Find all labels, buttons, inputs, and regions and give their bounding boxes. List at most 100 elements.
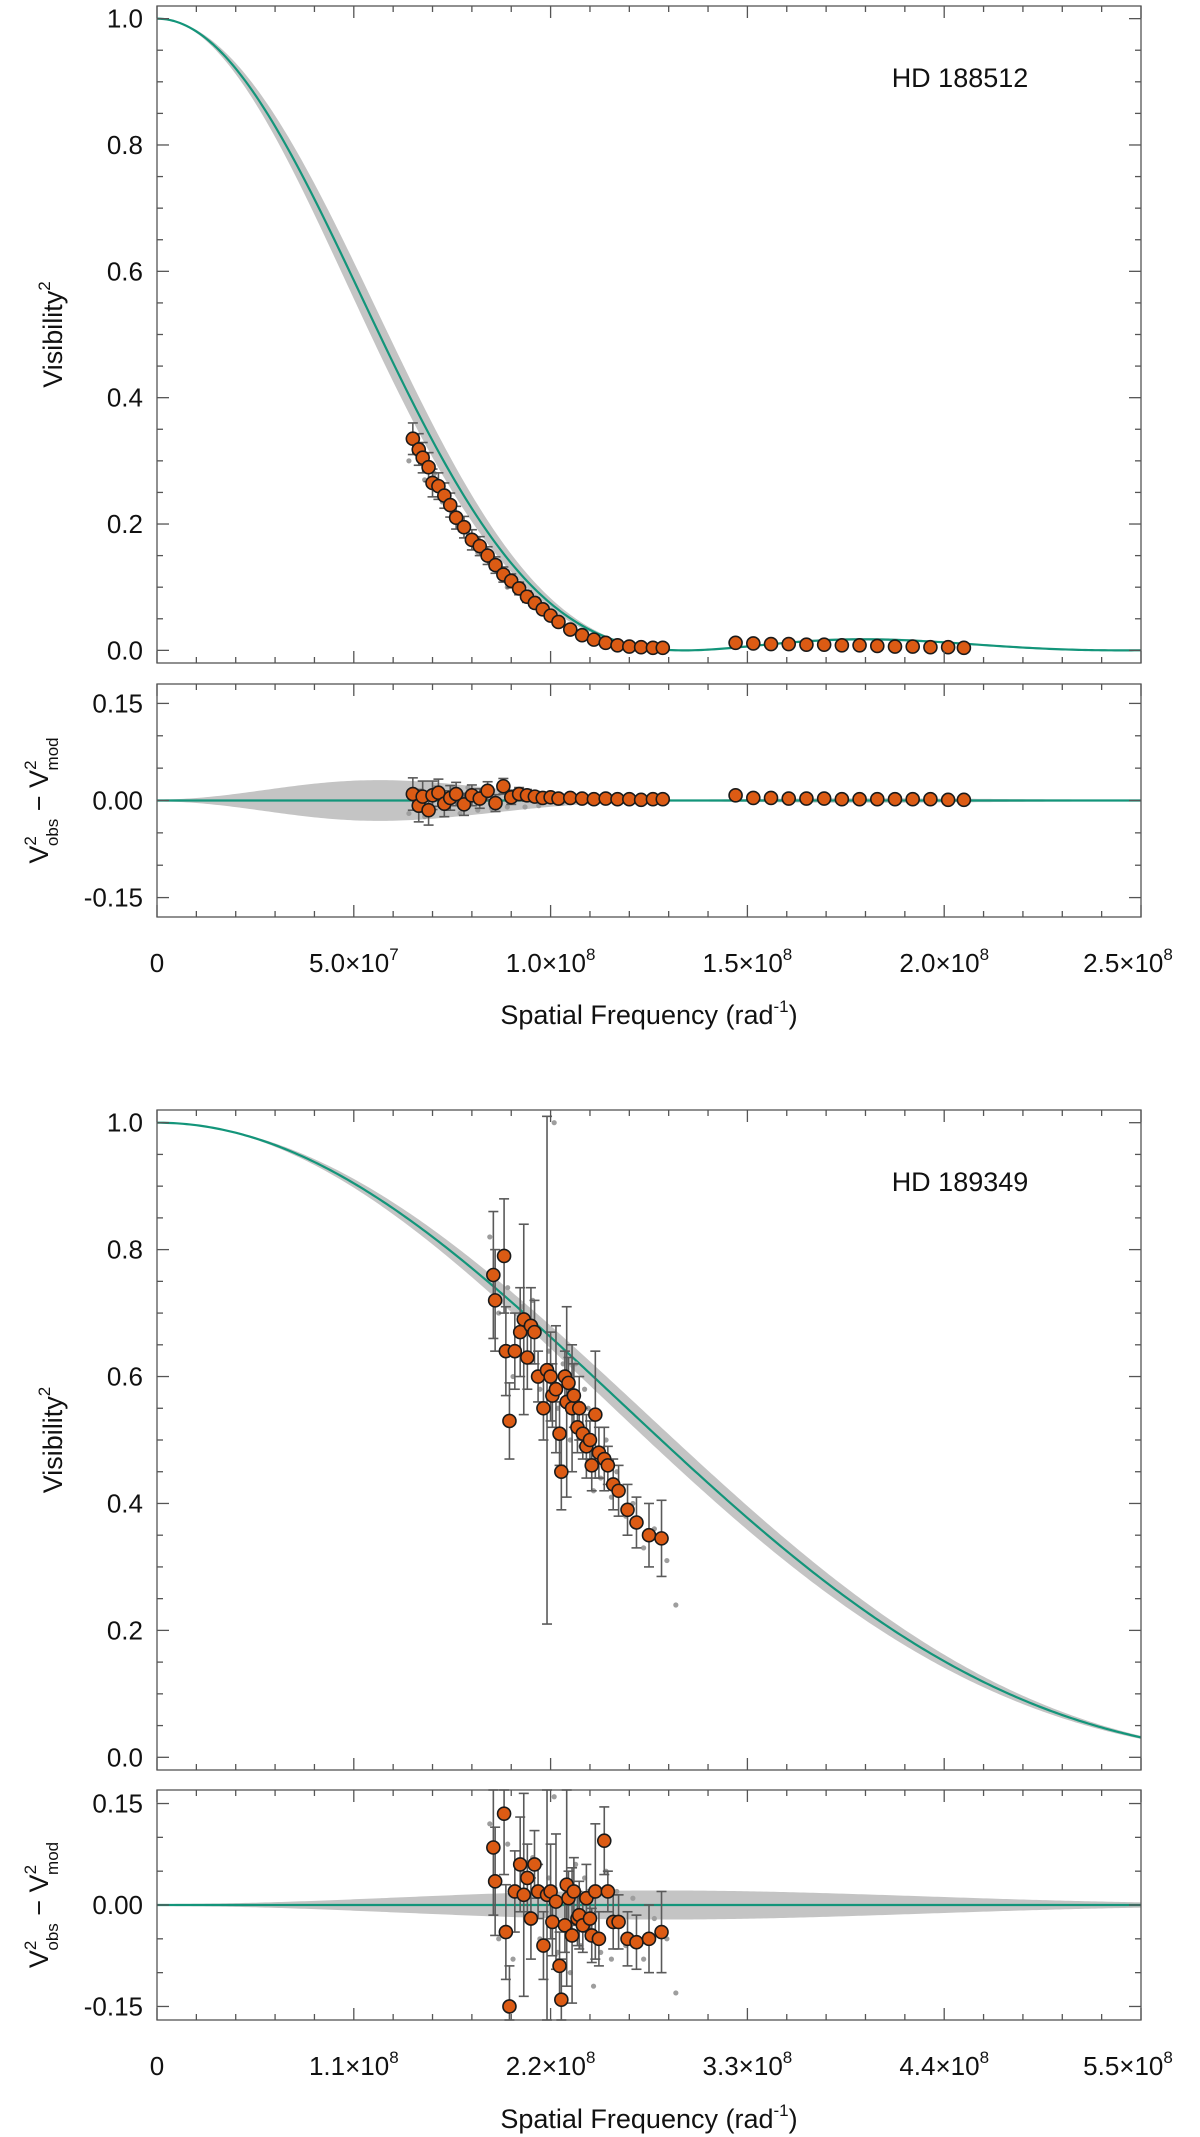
residual-point <box>548 1894 564 1909</box>
raw-residual-point <box>641 1956 647 1962</box>
data-point <box>562 622 578 637</box>
residual-point <box>516 1887 532 1903</box>
main-axis-ticks <box>156 6 1142 663</box>
residual-point <box>956 792 972 808</box>
data-point <box>816 637 832 652</box>
data-point <box>940 639 956 655</box>
residual-point <box>728 788 743 803</box>
raw-point <box>585 1405 591 1411</box>
residual-point <box>629 1934 644 1950</box>
star-label: HD 189349 <box>892 1167 1029 1197</box>
residual-y-axis-title: V2 obs − V2 mod <box>21 1842 62 1968</box>
residual-point <box>486 1840 501 1855</box>
model-line <box>156 1121 1142 1739</box>
x-axis-title: Spatial Frequency (rad-1) <box>500 997 797 1030</box>
data-point <box>598 635 614 651</box>
y-tick-label: 0.2 <box>107 1615 143 1645</box>
residual-point <box>611 1914 626 1930</box>
residual-tick-label: -0.15 <box>84 883 143 913</box>
y-tick-label: 0.8 <box>107 1235 143 1265</box>
x-tick-labels: 0 1.1×108 2.2×108 3.3×108 4.4×108 5.5×108 <box>150 2048 1173 2081</box>
data-point <box>442 497 458 513</box>
data-point <box>554 1464 569 1480</box>
uncertainty-band <box>157 18 1141 651</box>
residual-point <box>512 1857 528 1872</box>
residual-point <box>799 791 814 806</box>
data-points <box>405 431 972 656</box>
y-tick-label: 0.0 <box>107 635 143 665</box>
raw-point <box>496 1310 502 1316</box>
data-point <box>655 640 671 656</box>
data-point <box>588 1407 603 1422</box>
data-point <box>480 548 495 563</box>
residual-point <box>496 1806 512 1821</box>
x-tick-label: 0 <box>150 2051 164 2081</box>
data-point <box>728 635 743 651</box>
residual-point <box>852 791 867 807</box>
raw-point <box>641 1545 647 1551</box>
residual-point <box>502 1999 517 2014</box>
data-point <box>548 1381 564 1397</box>
residual-point <box>596 1833 612 1849</box>
model-curve <box>156 1121 1142 1739</box>
data-point <box>620 1502 635 1518</box>
raw-point <box>551 1120 557 1126</box>
residual-point <box>456 797 472 812</box>
residual-point <box>557 1917 573 1933</box>
residual-point <box>816 791 832 806</box>
data-point <box>905 639 921 654</box>
data-point <box>781 636 797 652</box>
data-point <box>571 1400 587 1416</box>
data-points <box>486 1248 669 1546</box>
data-point <box>486 1267 501 1283</box>
raw-residual-point <box>630 1895 636 1901</box>
model-curve <box>156 17 1142 652</box>
y-tick-label: 0.6 <box>107 256 143 286</box>
raw-point <box>487 1234 493 1240</box>
residual-point <box>431 785 446 801</box>
star-label: HD 188512 <box>892 63 1029 93</box>
residual-point <box>421 802 436 818</box>
x-tick-label: 4.4×108 <box>899 2048 989 2081</box>
y-tick-labels: 0.0 0.2 0.4 0.6 0.8 1.0 <box>107 4 143 666</box>
data-point <box>472 538 488 554</box>
raw-residual-point <box>551 1794 557 1800</box>
residual-point <box>600 1884 616 1899</box>
data-point <box>923 639 938 655</box>
residual-point <box>887 791 903 807</box>
y-tick-labels: 0.0 0.2 0.4 0.6 0.8 1.0 <box>107 1108 143 1773</box>
data-point <box>834 638 850 653</box>
residual-point <box>487 1874 503 1889</box>
panel-hd188512: 0.0 0.2 0.4 0.6 0.8 1.0 HD 188512 Visibility2… <box>21 4 1173 1030</box>
residual-points <box>486 1806 669 2014</box>
x-tick-label: 1.5×108 <box>703 945 793 978</box>
raw-residual-point <box>510 1956 516 1962</box>
residual-point <box>536 1938 551 1953</box>
panel-hd189349: 0.0 0.2 0.4 0.6 0.8 1.0 HD 189349 Visibility2… <box>21 1108 1173 2134</box>
data-point <box>956 640 972 656</box>
residual-point <box>554 1992 569 2008</box>
x-tick-labels: 0 5.0×107 1.0×108 1.5×108 2.0×108 2.5×108 <box>150 945 1173 978</box>
raw-residual-point <box>522 804 528 810</box>
x-tick-label: 1.0×108 <box>506 945 596 978</box>
residual-tick-label: 0.00 <box>92 786 143 816</box>
raw-residual-point <box>505 1841 511 1847</box>
raw-residual-point <box>487 1821 493 1827</box>
residual-point <box>763 790 779 806</box>
x-tick-label: 2.5×108 <box>1083 945 1173 978</box>
data-point <box>488 557 503 573</box>
data-point <box>527 1324 542 1340</box>
data-point <box>869 638 885 654</box>
residual-point <box>582 1911 598 1926</box>
raw-residual-point <box>590 1983 597 1989</box>
data-point <box>421 459 436 475</box>
data-point <box>584 1458 600 1473</box>
data-point <box>852 638 867 653</box>
raw-residual-point <box>614 1888 620 1895</box>
residual-points <box>405 778 972 818</box>
data-point <box>586 632 602 647</box>
raw-point <box>406 458 412 464</box>
y-tick-label: 0.4 <box>107 1488 143 1518</box>
y-tick-label: 0.0 <box>107 1742 143 1772</box>
model-uncertainty-band <box>157 18 1141 651</box>
